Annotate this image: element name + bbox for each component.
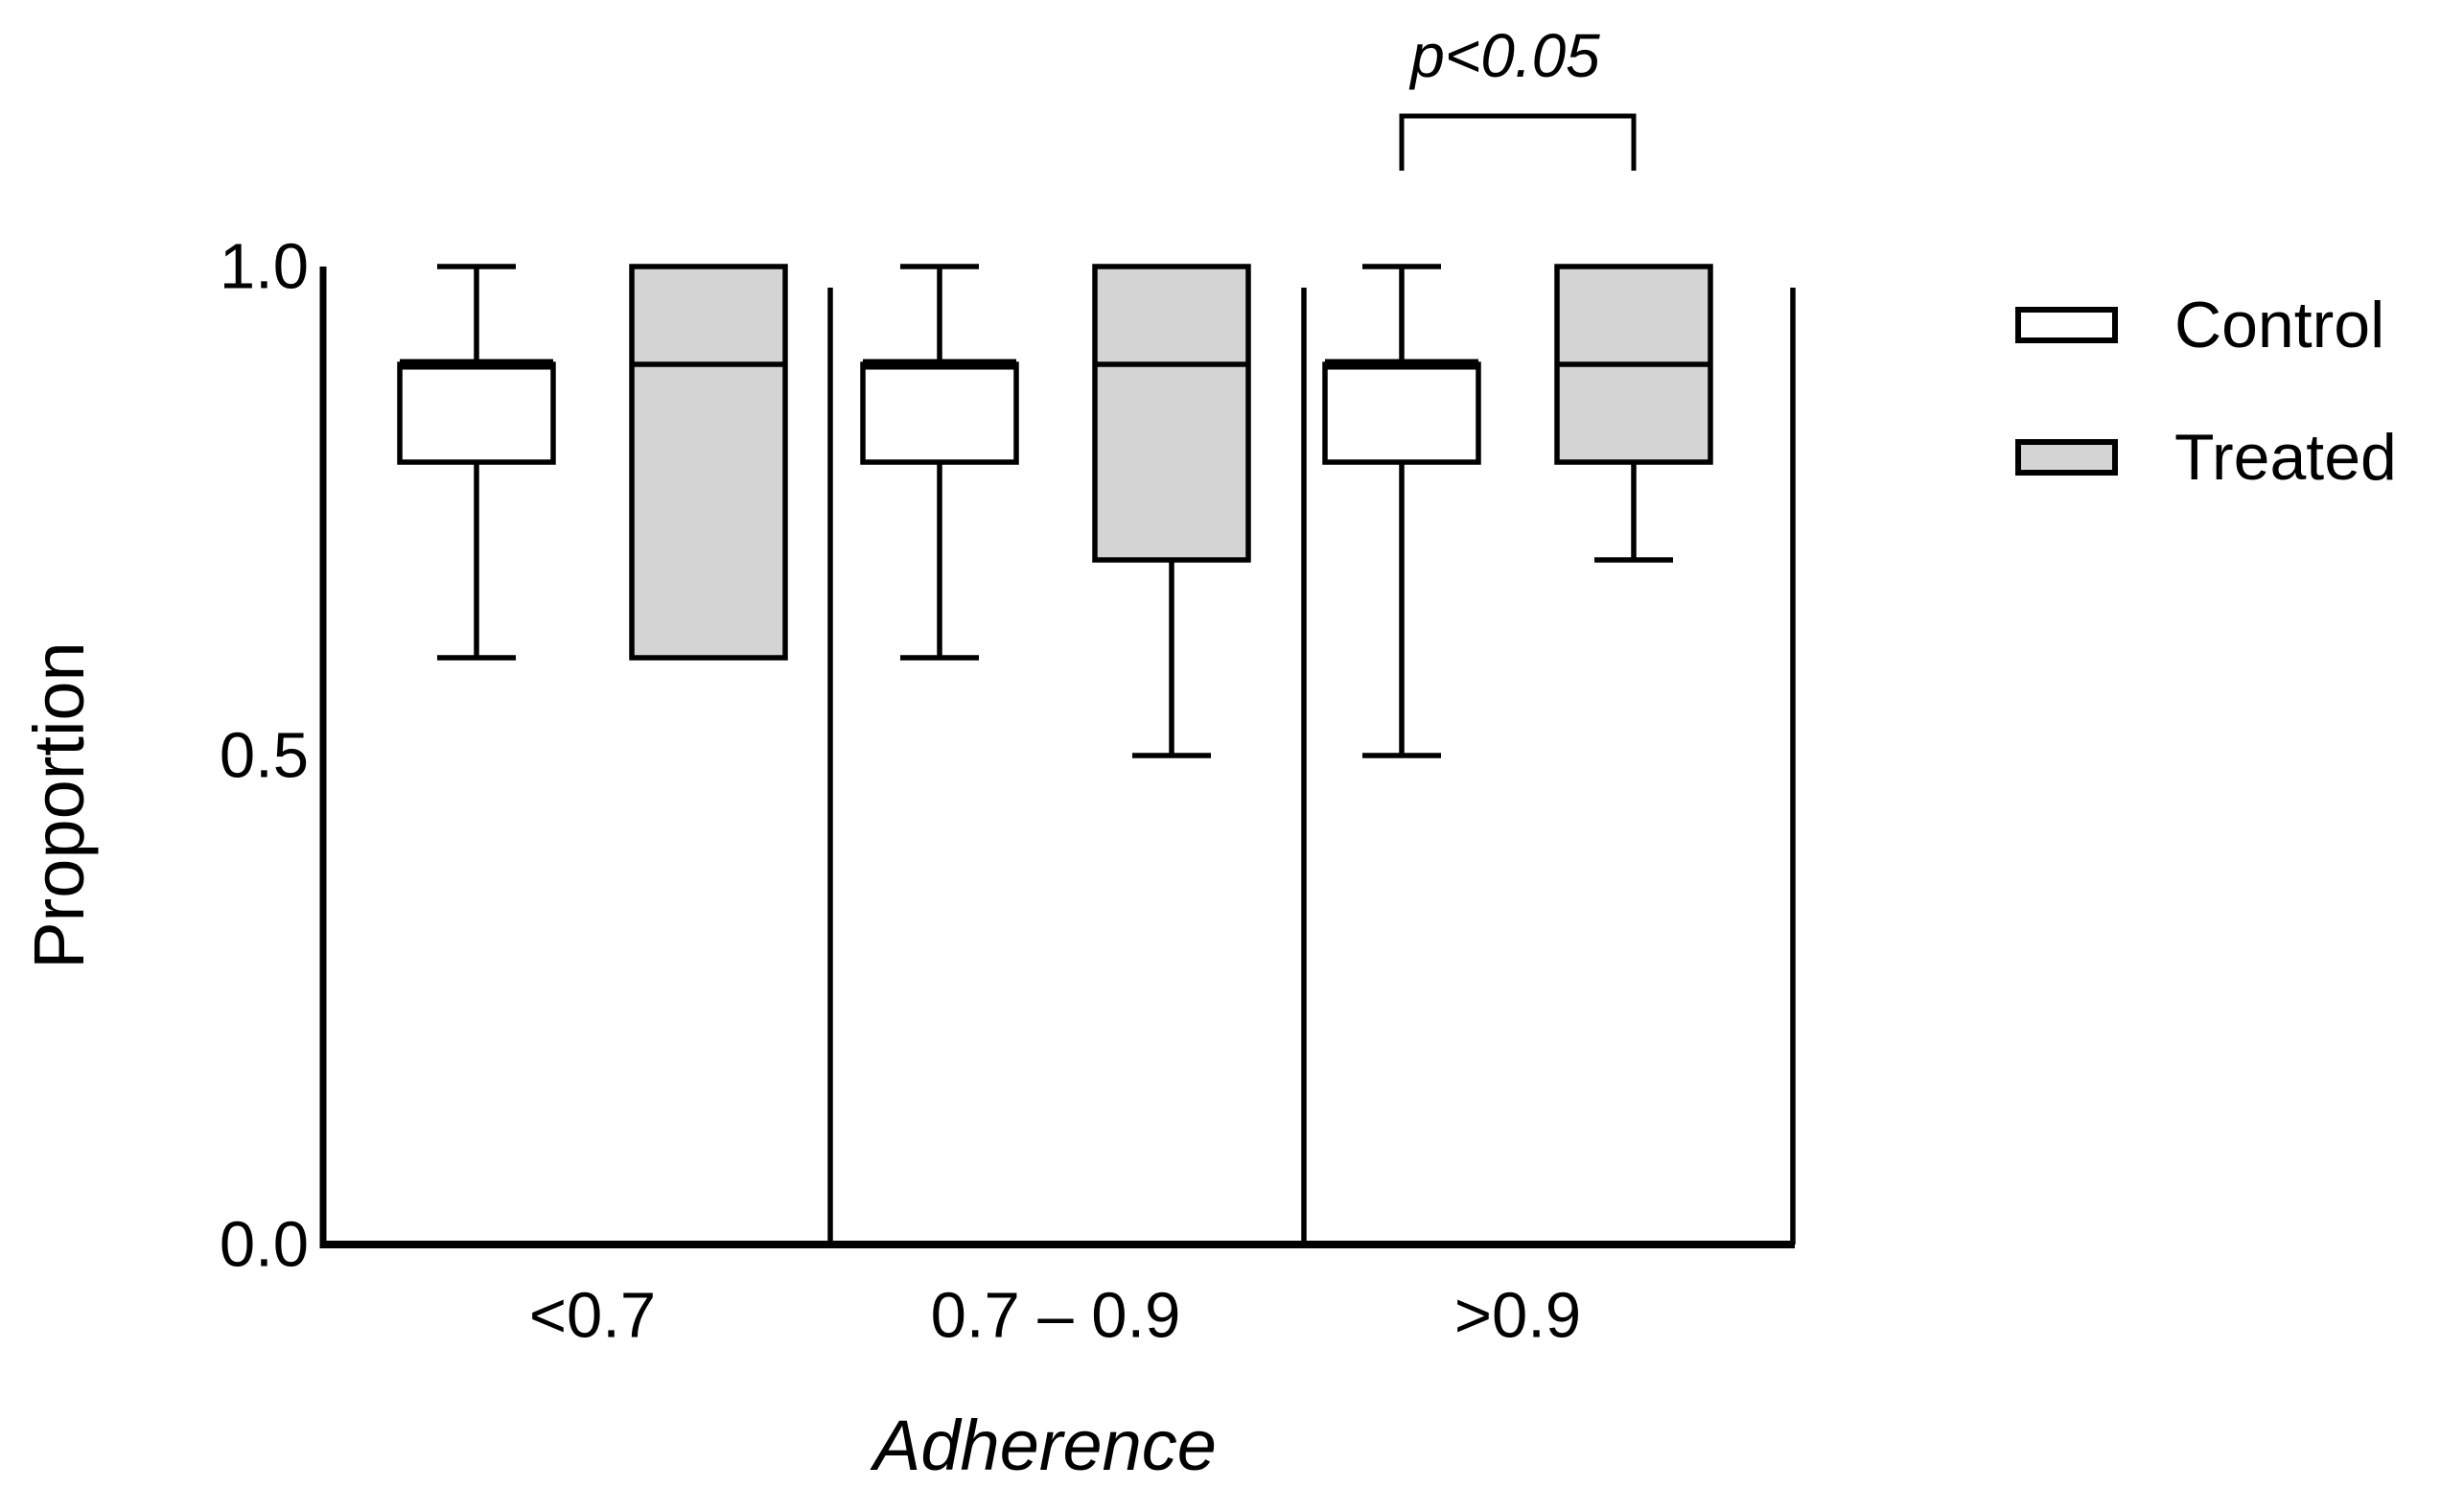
x-category-label: >0.9 bbox=[1453, 1279, 1582, 1352]
box-treated-1 bbox=[1092, 264, 1251, 563]
legend-swatch-treated bbox=[2015, 439, 2118, 476]
x-axis-title: Adherence bbox=[873, 1406, 1217, 1485]
x-category-label: <0.7 bbox=[528, 1279, 657, 1352]
box-control-2 bbox=[1322, 361, 1481, 465]
legend-label-control: Control bbox=[2174, 289, 2385, 361]
box-treated-0 bbox=[629, 264, 788, 661]
x-category-label: 0.7 – 0.9 bbox=[930, 1279, 1181, 1352]
significance-bracket bbox=[1399, 113, 1637, 171]
y-axis-title: Proportion bbox=[19, 641, 99, 969]
y-tick-label: 1.0 bbox=[219, 230, 309, 303]
legend-label-treated: Treated bbox=[2174, 421, 2397, 494]
significance-label: p<0.05 bbox=[1410, 21, 1600, 90]
y-tick-label: 0.5 bbox=[219, 719, 309, 792]
box-control-0 bbox=[397, 361, 556, 465]
box-control-1 bbox=[860, 361, 1019, 465]
y-tick-label: 0.0 bbox=[219, 1208, 309, 1281]
legend-swatch-control bbox=[2015, 307, 2118, 343]
